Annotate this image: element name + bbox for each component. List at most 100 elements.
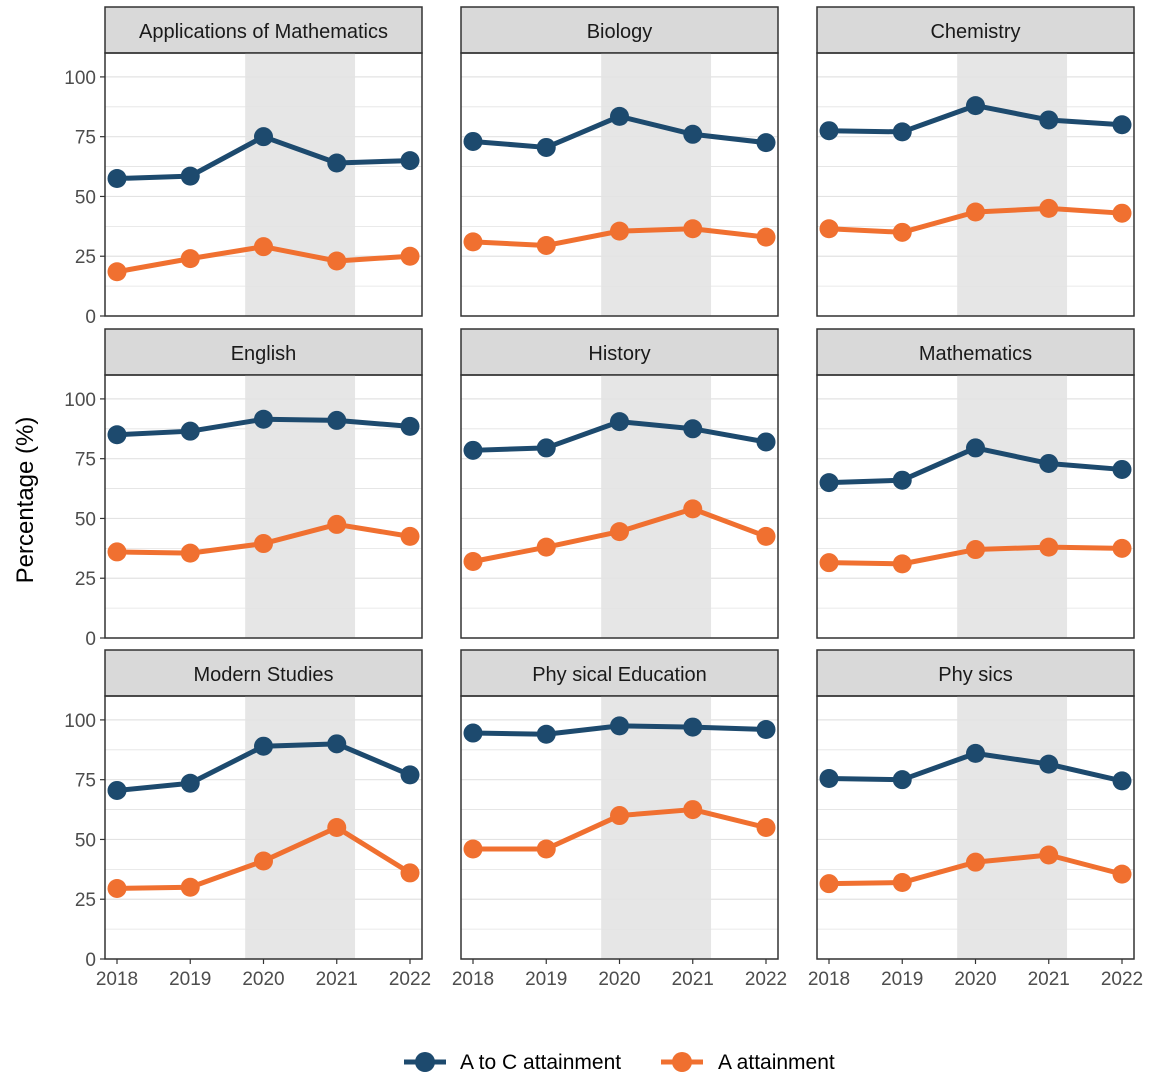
data-point-a_to_c xyxy=(892,122,912,142)
data-point-a xyxy=(892,222,912,242)
facet-panels: Applications of Mathematics 0 25 50 75 100 Bio… xyxy=(64,6,1143,990)
data-point-a xyxy=(107,878,127,898)
facet-strip-label: Applications of Mathematics xyxy=(139,21,388,43)
facet-strip-label: Phy sics xyxy=(938,664,1012,686)
data-point-a xyxy=(966,540,985,560)
data-point-a_to_c xyxy=(463,131,483,151)
data-point-a xyxy=(327,251,347,271)
legend-key-point xyxy=(415,1052,435,1072)
data-point-a xyxy=(892,872,912,892)
data-point-a xyxy=(536,235,556,255)
data-point-a_to_c xyxy=(536,724,556,744)
data-point-a_to_c xyxy=(254,736,273,756)
data-point-a xyxy=(180,249,200,269)
facet-strip xyxy=(460,328,779,376)
data-point-a_to_c xyxy=(180,421,200,441)
highlight-band xyxy=(957,53,1068,316)
data-point-a_to_c xyxy=(463,440,483,460)
data-point-a xyxy=(610,522,629,542)
data-point-a_to_c xyxy=(1112,115,1132,135)
y-tick-label: 0 xyxy=(85,307,96,328)
facet-strip xyxy=(816,328,1135,376)
highlight-band xyxy=(245,53,356,316)
panel-phy-sical-education: Phy sical Education 2018 2019 2020 2021 2022 xyxy=(452,649,787,990)
data-point-a_to_c xyxy=(683,124,703,144)
data-point-a_to_c xyxy=(610,106,629,126)
panel-border xyxy=(104,374,423,639)
data-point-a xyxy=(536,839,556,859)
data-point-a_to_c xyxy=(610,716,629,736)
data-point-a xyxy=(254,237,273,257)
panel-history: History xyxy=(460,328,779,639)
y-tick-label: 100 xyxy=(64,68,96,89)
data-point-a xyxy=(610,806,629,826)
y-tick-label: 75 xyxy=(75,771,96,792)
data-point-a xyxy=(1039,537,1059,557)
data-point-a_to_c xyxy=(966,438,985,458)
y-tick-label: 100 xyxy=(64,390,96,411)
data-point-a_to_c xyxy=(1039,754,1059,774)
legend: A to C attainment A attainment xyxy=(404,1051,835,1074)
panel-applications-of-mathematics: Applications of Mathematics 0 25 50 75 100 xyxy=(64,6,423,328)
highlight-band xyxy=(957,375,1068,638)
data-point-a xyxy=(683,499,703,519)
data-point-a xyxy=(400,863,420,883)
data-point-a xyxy=(463,551,483,571)
data-point-a_to_c xyxy=(966,743,985,763)
facet-strip-label: Modern Studies xyxy=(193,664,333,686)
data-point-a_to_c xyxy=(892,770,912,790)
panel-biology: Biology xyxy=(460,6,779,317)
legend-label: A to C attainment xyxy=(460,1051,621,1074)
data-point-a xyxy=(254,851,273,871)
data-point-a xyxy=(966,852,985,872)
legend-key-point xyxy=(672,1052,692,1072)
data-point-a_to_c xyxy=(819,473,839,493)
data-point-a_to_c xyxy=(1112,771,1132,791)
data-point-a_to_c xyxy=(1112,459,1132,479)
x-tick-label: 2018 xyxy=(452,969,494,990)
data-point-a xyxy=(819,553,839,573)
data-point-a_to_c xyxy=(819,121,839,141)
data-point-a xyxy=(327,514,347,534)
data-point-a xyxy=(892,554,912,574)
facet-strip xyxy=(460,6,779,54)
y-tick-label: 25 xyxy=(75,247,96,268)
data-point-a_to_c xyxy=(610,412,629,432)
facet-strip xyxy=(816,6,1135,54)
data-point-a_to_c xyxy=(463,723,483,743)
data-point-a_to_c xyxy=(400,416,420,436)
x-tick-label: 2019 xyxy=(169,969,211,990)
panel-chemistry: Chemistry xyxy=(816,6,1135,317)
panel-modern-studies: Modern Studies 0 25 50 75 100 2018 2019 2020 2021… xyxy=(64,649,431,990)
panel-border xyxy=(460,374,779,639)
data-point-a xyxy=(610,221,629,241)
y-tick-label: 25 xyxy=(75,569,96,590)
data-point-a xyxy=(819,874,839,894)
data-point-a_to_c xyxy=(180,166,200,186)
data-point-a xyxy=(400,526,420,546)
x-tick-label: 2018 xyxy=(96,969,138,990)
x-tick-label: 2021 xyxy=(672,969,714,990)
y-tick-label: 50 xyxy=(75,830,96,851)
data-point-a_to_c xyxy=(254,409,273,429)
facet-strip-label: Mathematics xyxy=(919,343,1032,365)
y-axis-title: Percentage (%) xyxy=(12,417,39,584)
data-point-a_to_c xyxy=(536,438,556,458)
data-point-a_to_c xyxy=(756,133,776,153)
data-point-a xyxy=(756,526,776,546)
facet-strip-label: Biology xyxy=(587,21,653,43)
legend-label: A attainment xyxy=(718,1051,835,1074)
data-point-a xyxy=(107,542,127,562)
data-point-a_to_c xyxy=(254,127,273,147)
data-point-a xyxy=(463,839,483,859)
data-point-a_to_c xyxy=(756,432,776,452)
data-point-a xyxy=(966,202,985,222)
data-point-a_to_c xyxy=(400,151,420,171)
data-point-a_to_c xyxy=(180,773,200,793)
y-tick-label: 50 xyxy=(75,187,96,208)
data-point-a xyxy=(756,818,776,837)
data-point-a_to_c xyxy=(107,425,127,445)
x-tick-label: 2022 xyxy=(389,969,431,990)
data-point-a_to_c xyxy=(536,137,556,157)
